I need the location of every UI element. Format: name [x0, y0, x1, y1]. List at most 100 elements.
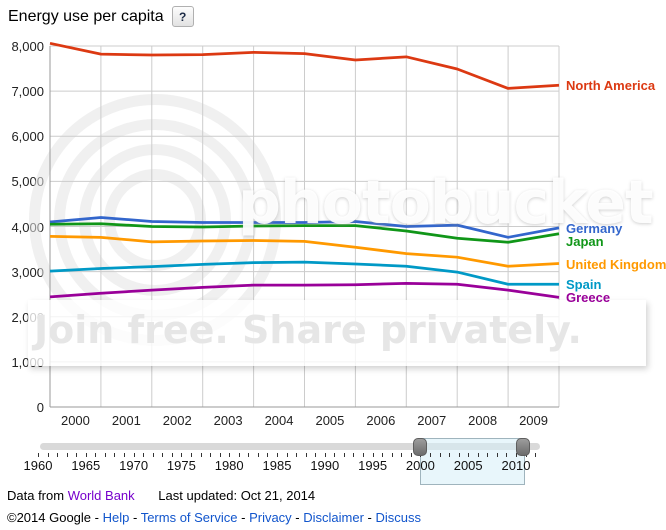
- slider-year-tick: [47, 453, 49, 457]
- footer-separator: -: [237, 510, 250, 525]
- slider-year-tick: [382, 453, 384, 457]
- slider-year-tick: [190, 453, 192, 457]
- footer-link-terms-of-service[interactable]: Terms of Service: [140, 510, 238, 525]
- chart-header: Energy use per capita ?: [8, 6, 194, 27]
- x-tick-label: 2003: [213, 413, 243, 428]
- slider-year-tick: [516, 453, 517, 457]
- slider-year-tick: [449, 453, 451, 457]
- slider-handle-end[interactable]: [516, 438, 530, 456]
- series-line-united-kingdom[interactable]: [49, 235, 560, 268]
- slider-year-tick: [219, 453, 221, 457]
- footer: Data from World Bank Last updated: Oct 2…: [7, 488, 421, 525]
- slider-year-tick: [305, 453, 307, 457]
- world-bank-link[interactable]: World Bank: [67, 488, 135, 503]
- slider-year-tick: [363, 453, 365, 457]
- watermark-band: Join free. Share privately.: [28, 300, 646, 366]
- slider-year-tick: [238, 453, 240, 457]
- slider-year-tick: [506, 453, 508, 457]
- series-line-germany[interactable]: [49, 216, 560, 239]
- slider-year-tick: [429, 453, 431, 457]
- slider-year-tick: [468, 453, 470, 457]
- last-updated-text: Last updated: Oct 21, 2014: [158, 488, 316, 503]
- slider-year-tick: [277, 453, 278, 457]
- slider-year-tick: [343, 453, 345, 457]
- slider-year-tick: [210, 453, 212, 457]
- slider-year-tick: [162, 453, 164, 457]
- slider-track[interactable]: [40, 443, 540, 450]
- slider-year-tick: [229, 453, 231, 457]
- slider-year-tick: [85, 453, 87, 457]
- slider-year-label: 2005: [453, 458, 483, 473]
- slider-year-label: 1980: [214, 458, 244, 473]
- legend-label-greece[interactable]: Greece: [566, 290, 611, 306]
- slider-year-label: 1960: [23, 458, 53, 473]
- y-tick-label: 6,000: [11, 129, 44, 145]
- slider-year-tick: [296, 453, 298, 457]
- legend-label-spain[interactable]: Spain: [566, 277, 602, 293]
- slider-year-tick: [171, 453, 173, 457]
- x-tick-label: 2000: [60, 413, 90, 428]
- slider-year-label: 2000: [405, 458, 435, 473]
- y-tick-label: 7,000: [11, 84, 44, 100]
- chart-area: photobucket Join free. Share privately. …: [11, 39, 666, 428]
- x-tick-label: 2007: [417, 413, 447, 428]
- x-tick-label: 2009: [519, 413, 548, 428]
- data-source-row: Data from World Bank Last updated: Oct 2…: [7, 488, 421, 503]
- footer-link-privacy[interactable]: Privacy: [249, 510, 292, 525]
- slider-year-tick: [353, 453, 355, 457]
- x-tick-label: 2008: [468, 413, 498, 428]
- slider-year-tick: [104, 453, 106, 457]
- copyright-text: ©2014 Google: [7, 510, 92, 525]
- slider-year-label: 1995: [358, 458, 388, 473]
- slider-year-tick: [458, 453, 460, 457]
- series-line-greece[interactable]: [49, 281, 560, 299]
- legend-label-germany[interactable]: Germany: [566, 220, 623, 236]
- legend-label-united-kingdom[interactable]: United Kingdom: [566, 256, 666, 272]
- slider-year-tick: [487, 453, 489, 457]
- legend-label-japan[interactable]: Japan: [566, 233, 604, 249]
- legend-label-north-america[interactable]: North America: [566, 78, 656, 94]
- slider-year-tick: [401, 453, 403, 457]
- footer-links-row: ©2014 Google - Help - Terms of Service -…: [7, 510, 421, 525]
- slider-year-tick: [76, 453, 78, 457]
- x-tick-label: 2006: [366, 413, 396, 428]
- slider-year-tick: [124, 453, 126, 457]
- page-title: Energy use per capita: [8, 7, 164, 25]
- footer-separator: -: [129, 510, 141, 525]
- slider-year-tick: [95, 453, 97, 457]
- slider-year-tick: [334, 453, 336, 457]
- series-line-north-america[interactable]: [49, 41, 560, 90]
- x-tick-label: 2002: [162, 413, 192, 428]
- series-line-spain[interactable]: [49, 260, 559, 286]
- y-tick-label: 3,000: [11, 264, 44, 280]
- slider-year-tick: [535, 453, 537, 457]
- help-button[interactable]: ?: [171, 6, 194, 27]
- slider-year-label: 1985: [262, 458, 292, 473]
- slider-year-tick: [286, 453, 288, 457]
- x-tick-label: 2004: [264, 413, 294, 428]
- slider-year-tick: [133, 453, 135, 457]
- slider-year-tick: [114, 453, 116, 457]
- slider-year-tick: [57, 453, 59, 457]
- slider-selected-range[interactable]: [420, 438, 525, 485]
- slider-year-label: 2010: [501, 458, 531, 473]
- footer-link-help[interactable]: Help: [102, 510, 130, 525]
- footer-separator: -: [291, 510, 304, 525]
- footer-link-discuss[interactable]: Discuss: [375, 510, 421, 525]
- slider-year-tick: [391, 453, 393, 457]
- slider-year-tick: [152, 453, 154, 457]
- slider-year-tick: [257, 453, 259, 457]
- data-source-prefix: Data from: [7, 488, 65, 503]
- footer-link-disclaimer[interactable]: Disclaimer: [303, 510, 364, 525]
- series-line-japan[interactable]: [49, 222, 560, 244]
- slider-year-tick: [496, 453, 498, 457]
- x-tick-label: 2001: [111, 413, 141, 428]
- slider-year-tick: [66, 453, 68, 457]
- slider-year-tick: [477, 453, 479, 457]
- slider-year-tick: [410, 453, 412, 457]
- footer-separator: -: [363, 510, 376, 525]
- slider-year-label: 1970: [119, 458, 149, 473]
- slider-handle-start[interactable]: [413, 438, 428, 456]
- watermark-tagline: Join free. Share privately.: [34, 308, 582, 352]
